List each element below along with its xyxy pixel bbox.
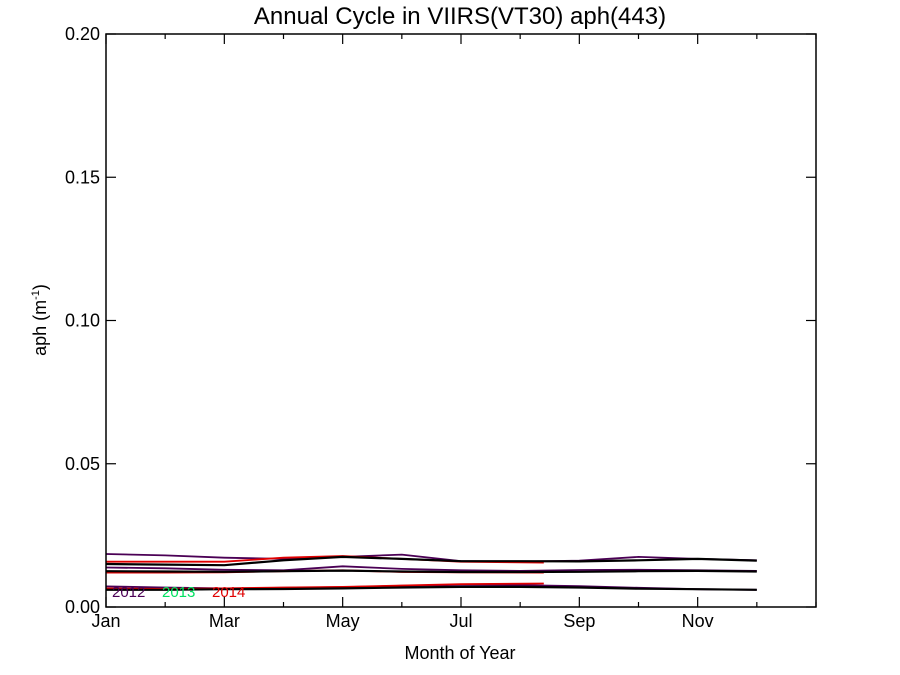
y-axis: 0.00 0.05 0.10 0.15 0.20 <box>65 24 816 617</box>
series-group <box>105 553 757 591</box>
y-tick-label: 0.00 <box>65 597 100 617</box>
chart-title: Annual Cycle in VIIRS(VT30) aph(443) <box>254 3 666 30</box>
y-tick-label: 0.05 <box>65 454 100 474</box>
series-line <box>105 569 757 574</box>
y-axis-label-close: ) <box>30 284 50 290</box>
y-tick-label: 0.20 <box>65 24 100 44</box>
series-line <box>106 585 757 591</box>
x-axis: Jan Mar May Jul Sep Nov <box>91 34 817 631</box>
x-tick-label: May <box>326 611 360 631</box>
x-tick-label: Sep <box>563 611 595 631</box>
y-axis-label-main: aph (m <box>30 300 50 356</box>
legend-entry: 2014 <box>212 584 245 601</box>
series-line <box>105 553 757 563</box>
x-tick-label: Mar <box>209 611 240 631</box>
x-axis-label: Month of Year <box>404 643 515 663</box>
x-tick-label: Jan <box>91 611 120 631</box>
plot-frame <box>105 33 817 608</box>
y-axis-label-superscript: -1 <box>30 290 42 300</box>
y-tick-label: 0.10 <box>65 311 100 331</box>
x-tick-label: Jul <box>449 611 472 631</box>
y-axis-label: aph (m-1) <box>30 284 50 356</box>
series-line <box>105 565 757 572</box>
series-line <box>105 555 757 567</box>
legend: 2012 2013 2014 <box>112 584 245 601</box>
y-tick-label: 0.15 <box>65 167 100 187</box>
x-tick-label: Nov <box>682 611 714 631</box>
legend-entry: 2013 <box>162 584 195 601</box>
legend-entry: 2012 <box>112 584 145 601</box>
